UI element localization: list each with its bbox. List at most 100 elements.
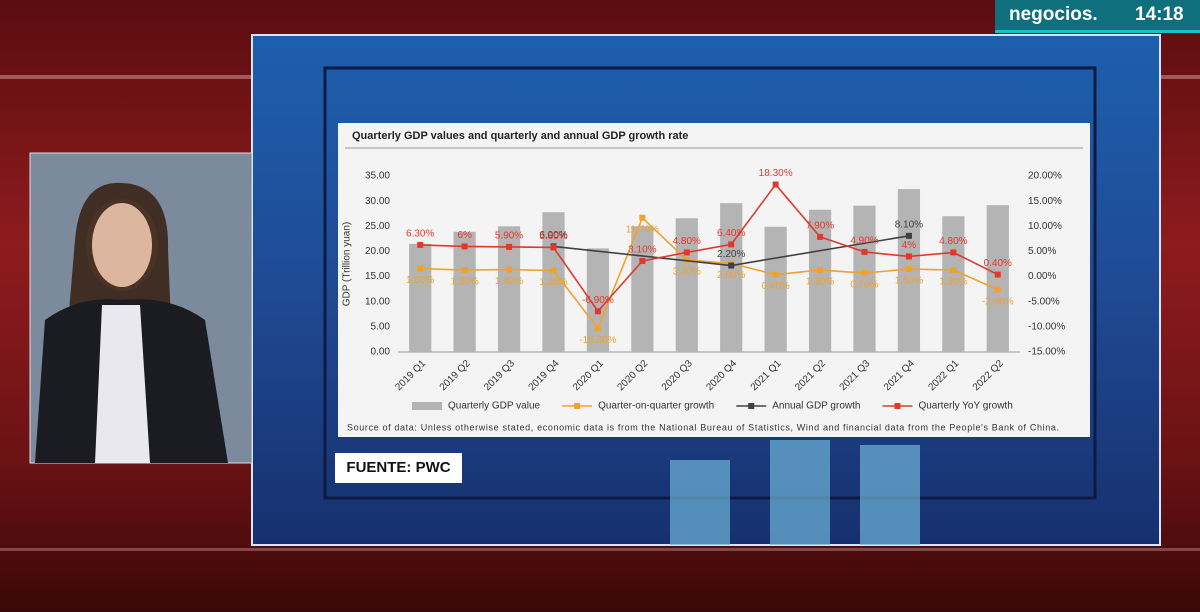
point bbox=[994, 286, 1001, 293]
data-label: 7.90% bbox=[806, 220, 834, 231]
data-label: -10.30% bbox=[579, 335, 616, 346]
data-label: 4.80% bbox=[673, 236, 701, 247]
x-tick-label: 2021 Q4 bbox=[882, 358, 917, 393]
data-label: 6% bbox=[457, 230, 472, 241]
legend-label: Annual GDP growth bbox=[772, 401, 860, 412]
shirt bbox=[95, 305, 150, 463]
legend-swatch bbox=[574, 403, 581, 409]
point bbox=[639, 257, 646, 264]
point bbox=[550, 244, 557, 251]
data-label: 3.30% bbox=[673, 267, 701, 278]
x-tick-label: 2020 Q2 bbox=[615, 358, 650, 393]
bar bbox=[409, 243, 432, 352]
y2-tick-label: 5.00% bbox=[1028, 246, 1056, 257]
legend-label: Quarter-on-quarter growth bbox=[598, 401, 714, 412]
point bbox=[905, 253, 912, 260]
x-tick-label: 2021 Q2 bbox=[793, 358, 828, 393]
data-label: 18.30% bbox=[759, 168, 793, 179]
point bbox=[461, 267, 468, 274]
data-label: 0.70% bbox=[850, 280, 878, 291]
line bbox=[420, 183, 999, 313]
point bbox=[772, 181, 779, 188]
y-tick-label: 15.00 bbox=[365, 271, 390, 282]
data-label: 1.40% bbox=[495, 276, 523, 287]
data-label: 4.90% bbox=[850, 236, 878, 247]
bar bbox=[453, 231, 476, 352]
data-label: -6.90% bbox=[582, 295, 614, 306]
data-label: 1.50% bbox=[895, 276, 923, 287]
x-tick-label: 2021 Q1 bbox=[749, 358, 784, 393]
data-label: 5.90% bbox=[495, 231, 523, 242]
x-tick-label: 2020 Q1 bbox=[571, 358, 606, 393]
point bbox=[905, 232, 912, 239]
channel-brand: negocios. 14:18 bbox=[995, 0, 1200, 33]
point bbox=[728, 241, 735, 248]
data-label: 6.00% bbox=[539, 230, 567, 241]
y-tick-label: 25.00 bbox=[365, 221, 390, 232]
point bbox=[417, 265, 424, 272]
x-tick-label: 2021 Q3 bbox=[838, 358, 873, 393]
x-tick-label: 2019 Q2 bbox=[438, 358, 473, 393]
y-tick-label: 35.00 bbox=[365, 171, 390, 182]
y-tick-label: 20.00 bbox=[365, 246, 390, 257]
point bbox=[639, 214, 646, 221]
source-note: Source of data: Unless otherwise stated,… bbox=[347, 422, 1059, 432]
stripe bbox=[0, 548, 1200, 551]
point bbox=[594, 325, 601, 332]
point bbox=[817, 267, 824, 274]
x-tick-label: 2019 Q3 bbox=[482, 358, 517, 393]
point bbox=[550, 267, 557, 274]
y2-tick-label: 10.00% bbox=[1028, 221, 1062, 232]
y-tick-label: 30.00 bbox=[365, 196, 390, 207]
y2-tick-label: 0.00% bbox=[1028, 271, 1056, 282]
data-label: 0.40% bbox=[761, 281, 789, 292]
y-tick-label: 5.00 bbox=[371, 321, 391, 332]
data-label: 2.60% bbox=[717, 270, 745, 281]
point bbox=[817, 233, 824, 240]
data-label: 4% bbox=[902, 240, 917, 251]
x-tick-label: 2020 Q3 bbox=[660, 358, 695, 393]
y2-tick-label: -15.00% bbox=[1028, 347, 1065, 358]
legend-label: Quarterly GDP value bbox=[448, 401, 541, 412]
data-label: 11.70% bbox=[626, 224, 659, 235]
x-tick-label: 2020 Q4 bbox=[704, 358, 739, 393]
bar bbox=[986, 205, 1009, 352]
data-label: 6.30% bbox=[406, 229, 434, 240]
bar bbox=[808, 209, 832, 352]
data-label: 4.80% bbox=[939, 236, 967, 247]
data-label: 1.60% bbox=[406, 275, 434, 286]
data-label: 1.30% bbox=[450, 277, 478, 288]
data-label: 5.80% bbox=[539, 231, 567, 242]
point bbox=[994, 271, 1001, 278]
point bbox=[772, 271, 779, 278]
point bbox=[594, 308, 601, 315]
data-label: 1.30% bbox=[806, 277, 834, 288]
face bbox=[92, 203, 152, 287]
y-tick-label: 0.00 bbox=[371, 347, 391, 358]
x-tick-label: 2022 Q2 bbox=[971, 358, 1006, 393]
legend-swatch bbox=[748, 403, 755, 409]
legend-swatch bbox=[894, 403, 901, 409]
chart-title: Quarterly GDP values and quarterly and a… bbox=[352, 130, 688, 142]
decor-bar bbox=[770, 440, 830, 545]
x-tick-label: 2022 Q1 bbox=[926, 358, 961, 393]
point bbox=[861, 248, 868, 255]
x-tick-label: 2019 Q1 bbox=[393, 358, 428, 393]
bar bbox=[942, 216, 965, 352]
data-label: 0.40% bbox=[984, 258, 1012, 269]
y-tick-label: 10.00 bbox=[365, 296, 390, 307]
y2-tick-label: 20.00% bbox=[1028, 171, 1062, 182]
point bbox=[506, 266, 513, 273]
data-label: 1.20% bbox=[539, 277, 567, 288]
bar bbox=[720, 203, 743, 352]
x-tick-label: 2019 Q4 bbox=[527, 358, 562, 393]
brand-name: negocios. bbox=[1009, 4, 1098, 25]
point bbox=[683, 249, 690, 256]
y2-tick-label: -10.00% bbox=[1028, 321, 1065, 332]
decor-bar bbox=[860, 445, 920, 545]
line bbox=[420, 216, 999, 330]
point bbox=[861, 270, 868, 277]
y2-tick-label: -5.00% bbox=[1028, 296, 1060, 307]
